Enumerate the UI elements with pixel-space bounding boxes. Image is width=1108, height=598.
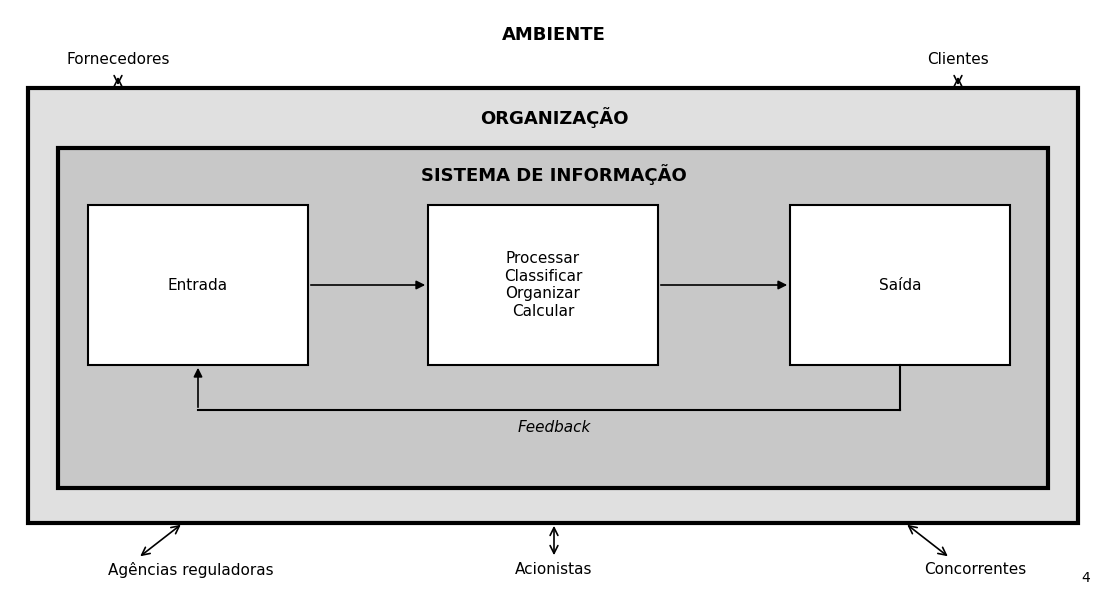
FancyBboxPatch shape — [28, 88, 1078, 523]
FancyBboxPatch shape — [88, 205, 308, 365]
Text: AMBIENTE: AMBIENTE — [502, 26, 606, 44]
Text: 4: 4 — [1081, 571, 1090, 585]
Text: Entrada: Entrada — [168, 277, 228, 292]
FancyBboxPatch shape — [58, 148, 1048, 488]
Text: Processar
Classificar
Organizar
Calcular: Processar Classificar Organizar Calcular — [504, 251, 582, 319]
Text: Acionistas: Acionistas — [515, 563, 593, 578]
Text: Saída: Saída — [879, 277, 921, 292]
Text: Agências reguladoras: Agências reguladoras — [107, 562, 274, 578]
Text: Feedback: Feedback — [517, 420, 591, 435]
Text: Clientes: Clientes — [927, 53, 988, 68]
Text: Concorrentes: Concorrentes — [924, 563, 1026, 578]
Text: ORGANIZAÇÃO: ORGANIZAÇÃO — [480, 108, 628, 129]
Text: Fornecedores: Fornecedores — [66, 53, 170, 68]
FancyBboxPatch shape — [790, 205, 1010, 365]
FancyBboxPatch shape — [428, 205, 658, 365]
Text: SISTEMA DE INFORMAÇÃO: SISTEMA DE INFORMAÇÃO — [421, 164, 687, 185]
